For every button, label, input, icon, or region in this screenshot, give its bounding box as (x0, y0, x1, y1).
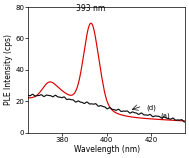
X-axis label: Wavelength (nm): Wavelength (nm) (74, 145, 140, 154)
Text: (d): (d) (147, 104, 157, 111)
Text: 393 nm: 393 nm (76, 4, 106, 13)
Y-axis label: PLE Intensity (cps): PLE Intensity (cps) (4, 34, 13, 105)
Text: (a): (a) (160, 112, 170, 118)
